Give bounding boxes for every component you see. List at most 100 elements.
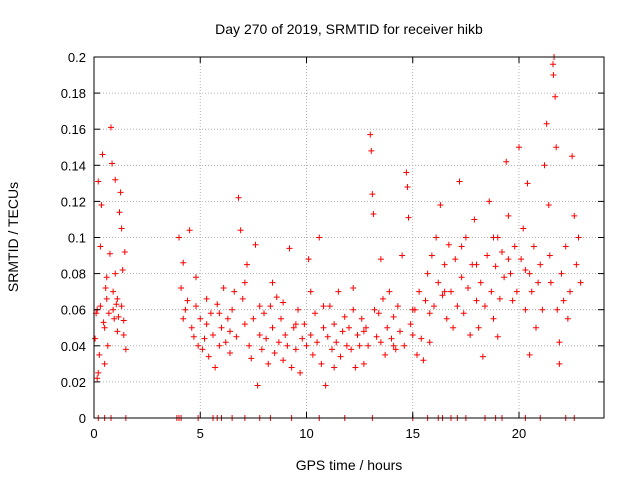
- data-point-160: [424, 270, 431, 277]
- data-point-137: [377, 339, 384, 346]
- data-point-135: [373, 333, 380, 340]
- data-point-243: [216, 310, 223, 317]
- data-point-95: [292, 346, 299, 353]
- data-point-6: [98, 202, 105, 209]
- data-point-224: [553, 144, 560, 151]
- data-point-144: [392, 346, 399, 353]
- data-point-133: [370, 211, 377, 218]
- data-point-22: [115, 313, 122, 320]
- data-point-46: [188, 324, 195, 331]
- data-point-166: [437, 202, 444, 209]
- y-tick-label-6: 0.12: [61, 194, 86, 209]
- data-point-55: [207, 310, 214, 317]
- y-tick-label-7: 0.14: [61, 158, 86, 173]
- data-point-11: [103, 295, 110, 302]
- data-point-178: [462, 234, 469, 241]
- data-point-109: [322, 382, 329, 389]
- data-point-108: [320, 324, 327, 331]
- data-point-20: [113, 301, 120, 308]
- data-point-78: [256, 331, 263, 338]
- data-point-130: [367, 131, 374, 138]
- data-point-92: [286, 245, 293, 252]
- y-tick-label-3: 0.06: [61, 303, 86, 318]
- data-point-238: [526, 351, 533, 358]
- data-point-16: [109, 160, 116, 167]
- data-point-262: [490, 234, 497, 241]
- data-point-260: [458, 243, 465, 250]
- data-point-112: [329, 346, 335, 353]
- y-tick-label-8: 0.16: [61, 122, 86, 137]
- data-point-215: [541, 162, 548, 169]
- data-point-62: [222, 339, 229, 346]
- data-point-90: [282, 331, 289, 338]
- data-point-151: [405, 214, 412, 221]
- data-point-68: [235, 194, 242, 201]
- data-point-77: [254, 382, 261, 389]
- data-point-83: [267, 303, 274, 310]
- data-point-187: [482, 303, 488, 310]
- data-point-32: [101, 360, 108, 367]
- data-point-80: [261, 310, 267, 317]
- data-point-110: [324, 333, 331, 340]
- data-point-87: [275, 339, 282, 346]
- y-tick-label-2: 0.04: [61, 339, 86, 354]
- data-point-69: [237, 227, 244, 234]
- data-point-217: [545, 202, 552, 209]
- data-point-141: [386, 288, 393, 295]
- data-point-145: [394, 303, 401, 310]
- data-point-74: [248, 355, 255, 362]
- data-point-42: [180, 259, 187, 266]
- data-point-158: [420, 357, 427, 364]
- data-point-209: [528, 288, 535, 295]
- grid: [94, 57, 604, 418]
- data-point-119: [343, 342, 350, 349]
- data-point-65: [229, 306, 236, 313]
- data-point-29: [122, 346, 129, 353]
- data-point-162: [428, 252, 435, 259]
- data-point-196: [501, 274, 508, 281]
- data-point-49: [195, 342, 202, 349]
- data-point-125: [356, 342, 363, 349]
- data-point-177: [460, 310, 467, 317]
- data-point-234: [573, 261, 580, 268]
- data-point-18: [111, 315, 118, 322]
- data-point-148: [401, 342, 408, 349]
- data-point-180: [467, 331, 474, 338]
- data-point-43: [182, 306, 189, 313]
- y-tick-label-10: 0.2: [68, 50, 86, 65]
- data-point-251: [320, 303, 327, 310]
- data-point-120: [346, 324, 352, 331]
- data-point-213: [537, 261, 544, 268]
- data-point-211: [533, 324, 539, 331]
- data-point-132: [369, 191, 376, 198]
- data-point-24: [117, 189, 124, 196]
- data-point-239: [556, 360, 563, 367]
- data-point-174: [454, 303, 461, 310]
- data-point-93: [288, 364, 295, 371]
- data-point-60: [218, 324, 225, 331]
- data-point-21: [114, 328, 121, 335]
- data-point-27: [120, 331, 127, 338]
- data-point-50: [197, 315, 204, 322]
- data-point-73: [246, 342, 253, 349]
- y-tick-label-9: 0.18: [61, 86, 86, 101]
- data-point-138: [380, 295, 386, 302]
- data-point-7: [99, 151, 106, 158]
- data-point-52: [201, 335, 208, 342]
- chart-title: Day 270 of 2019, SRMTID for receiver hik…: [215, 21, 483, 37]
- data-point-155: [414, 351, 420, 358]
- data-point-185: [477, 279, 484, 286]
- data-point-202: [513, 288, 520, 295]
- data-point-126: [358, 315, 365, 322]
- data-point-81: [263, 335, 270, 342]
- data-point-104: [312, 310, 318, 317]
- data-point-163: [431, 303, 437, 310]
- data-point-98: [299, 335, 306, 342]
- data-point-167: [439, 292, 446, 299]
- data-point-159: [422, 297, 429, 304]
- data-point-131: [368, 147, 375, 154]
- data-point-19: [112, 270, 119, 277]
- data-point-237: [494, 333, 501, 340]
- data-point-157: [418, 335, 425, 342]
